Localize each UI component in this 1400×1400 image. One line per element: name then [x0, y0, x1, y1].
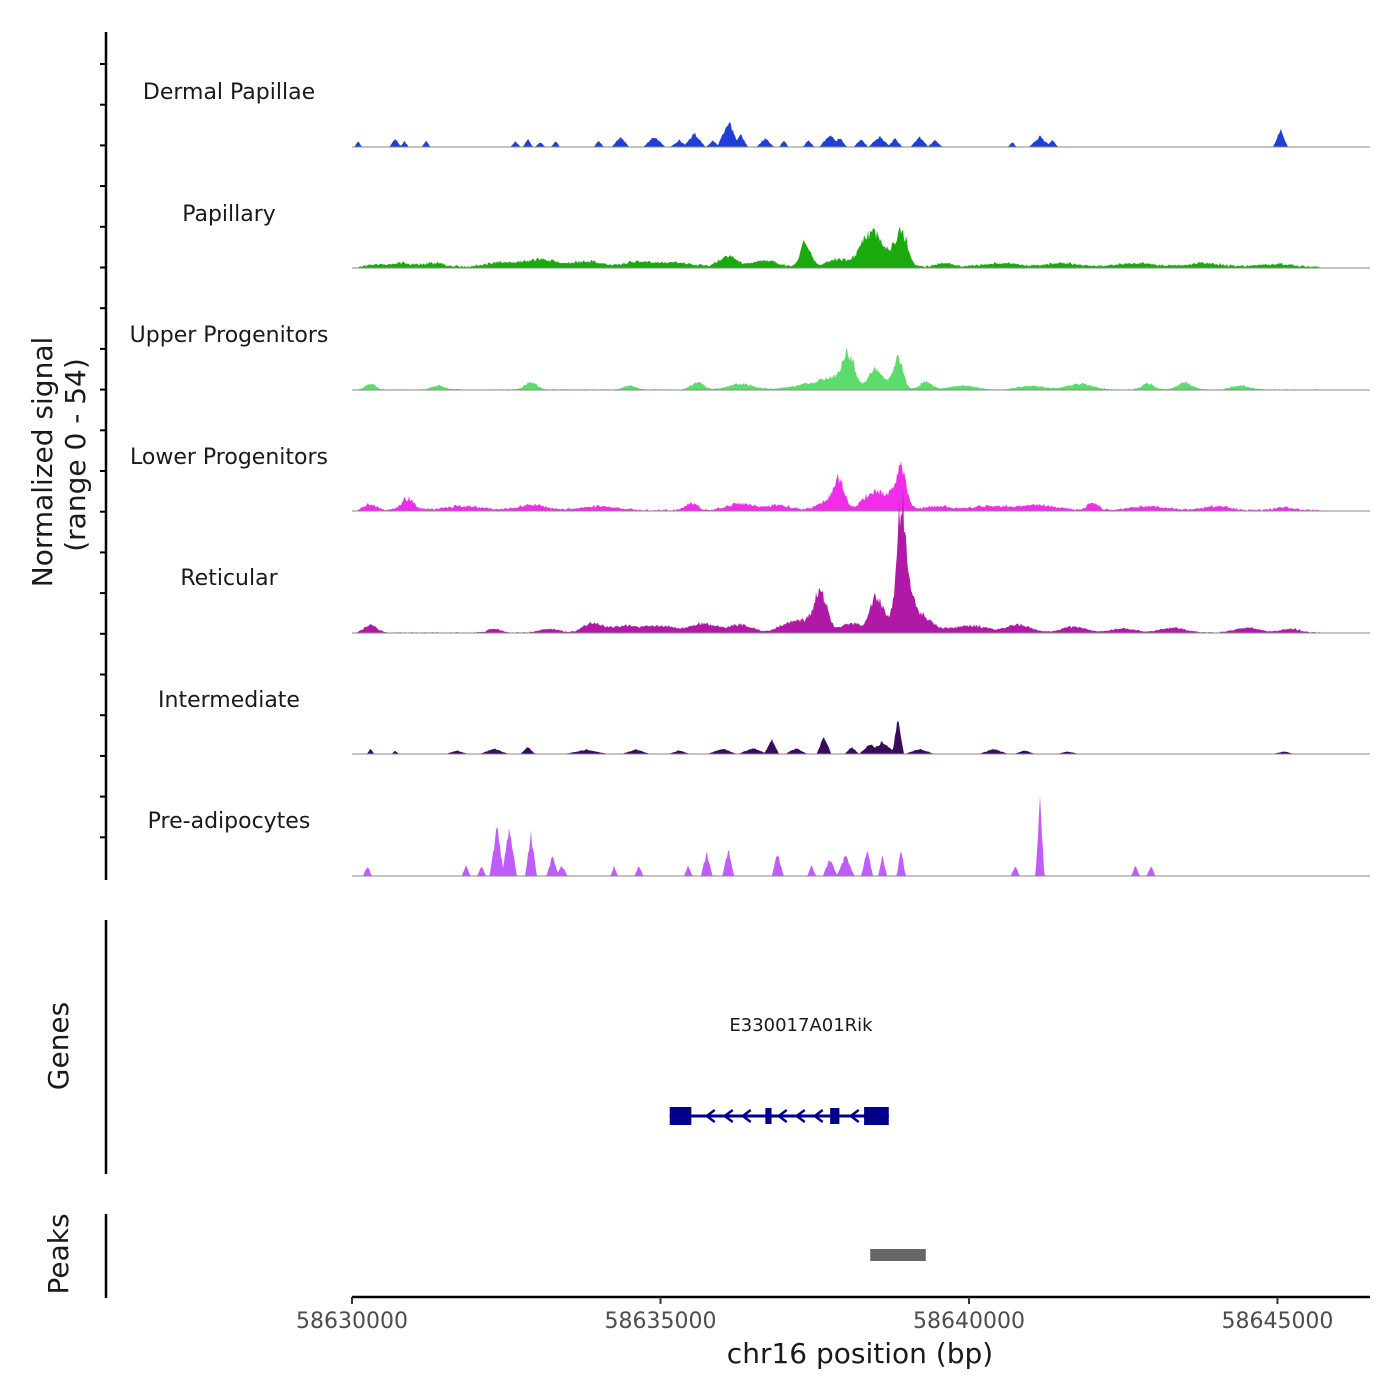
strand-chevron — [740, 1109, 752, 1123]
signal-area — [352, 795, 1370, 876]
y-axis-label: Normalized signal (range 0 - 54) — [26, 337, 92, 588]
strand-chevron — [848, 1109, 860, 1123]
signal-area — [352, 461, 1370, 511]
coverage-tracks: Dermal Papillae Papillary Upper Progenitor… — [130, 80, 1370, 877]
peak-bars — [870, 1249, 926, 1261]
x-tick-label: 58645000 — [1221, 1309, 1333, 1334]
track-label: Lower Progenitors — [130, 445, 328, 470]
x-tick-label: 58630000 — [296, 1309, 408, 1334]
track-lower-progenitors: Lower Progenitors — [130, 445, 1370, 512]
track-label: Reticular — [180, 566, 278, 591]
gene-exon — [864, 1107, 889, 1125]
x-axis: 58630000 58635000 58640000 58645000 chr16 p… — [296, 1295, 1370, 1370]
track-pre-adipocytes: Pre-adipocytes — [148, 795, 1370, 877]
track-label: Upper Progenitors — [130, 323, 329, 348]
gene-exon — [669, 1107, 692, 1125]
peaks-panel: Peaks — [42, 1213, 926, 1298]
y-axis-label-line2: (range 0 - 54) — [59, 358, 92, 552]
signal-area — [352, 348, 1370, 390]
gene-model — [669, 1107, 889, 1125]
signal-area — [352, 122, 1370, 147]
strand-chevron — [812, 1109, 824, 1123]
x-ticks: 58630000 58635000 58640000 58645000 — [296, 1297, 1333, 1334]
track-label: Papillary — [182, 202, 276, 227]
strand-chevron — [794, 1109, 806, 1123]
x-axis-title: chr16 position (bp) — [727, 1337, 993, 1370]
peaks-label: Peaks — [42, 1213, 75, 1294]
x-tick-label: 58635000 — [604, 1309, 716, 1334]
track-intermediate: Intermediate — [158, 688, 1370, 755]
track-label: Pre-adipocytes — [148, 809, 311, 834]
gene-exon — [765, 1108, 772, 1124]
strand-chevron — [776, 1109, 788, 1123]
track-upper-progenitors: Upper Progenitors — [130, 323, 1370, 391]
peak-region — [870, 1249, 926, 1261]
track-label: Intermediate — [158, 688, 300, 713]
genes-label: Genes — [42, 1002, 75, 1090]
coverage-y-ticks — [100, 63, 106, 839]
strand-chevron — [704, 1109, 716, 1123]
signal-area — [352, 226, 1370, 268]
y-axis-label-line1: Normalized signal — [26, 337, 59, 588]
track-reticular: Reticular — [180, 488, 1370, 634]
strand-chevron — [722, 1109, 734, 1123]
genes-panel: Genes E330017A01Rik — [42, 920, 889, 1174]
track-papillary: Papillary — [182, 202, 1370, 269]
track-label: Dermal Papillae — [143, 80, 315, 105]
x-tick-label: 58640000 — [913, 1309, 1025, 1334]
gene-name-label: E330017A01Rik — [729, 1015, 873, 1036]
track-dermal-papillae: Dermal Papillae — [143, 80, 1370, 148]
gene-exon — [830, 1108, 840, 1124]
signal-area — [352, 720, 1370, 754]
